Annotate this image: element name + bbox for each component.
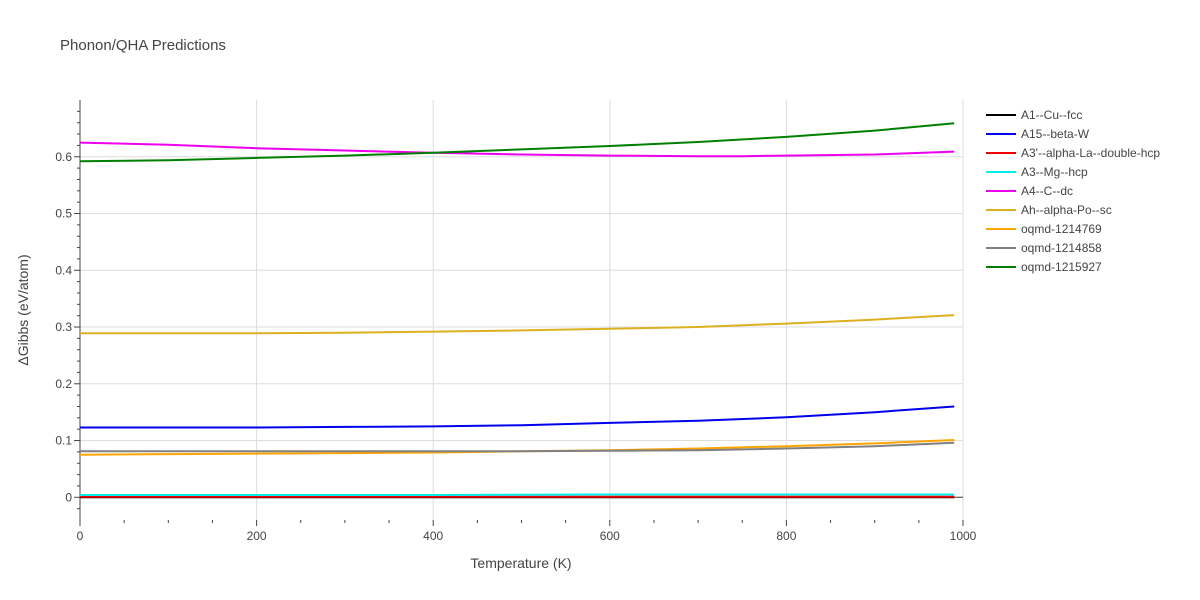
legend-label: A4--C--dc — [1021, 184, 1073, 198]
legend-item[interactable]: A3--Mg--hcp — [986, 165, 1088, 179]
y-axis-title: ΔGibbs (eV/atom) — [15, 254, 31, 365]
legend-item[interactable]: A1--Cu--fcc — [986, 108, 1082, 122]
legend-label: A1--Cu--fcc — [1021, 108, 1082, 122]
series-line-Ah--alpha-Po--sc — [80, 314, 955, 335]
legend-item[interactable]: oqmd-1214769 — [986, 222, 1102, 236]
x-tick-label: 200 — [247, 529, 267, 543]
legend-label: Ah--alpha-Po--sc — [1021, 203, 1112, 217]
legend: A1--Cu--fcc A15--beta-W A3'--alpha-La--dou… — [986, 108, 1160, 274]
legend-item[interactable]: oqmd-1215927 — [986, 260, 1102, 274]
y-tick-label: 0.4 — [55, 263, 72, 277]
legend-label: A15--beta-W — [1021, 127, 1090, 141]
legend-item[interactable]: Ah--alpha-Po--sc — [986, 203, 1112, 217]
chart-title: Phonon/QHA Predictions — [60, 37, 226, 54]
legend-label: oqmd-1215927 — [1021, 260, 1102, 274]
series-line-oqmd-1214858 — [80, 441, 955, 453]
x-tick-label: 800 — [776, 529, 796, 543]
x-tick-label: 600 — [600, 529, 620, 543]
grid — [80, 100, 964, 520]
legend-item[interactable]: A15--beta-W — [986, 127, 1090, 141]
y-tick-label: 0.5 — [55, 207, 72, 221]
legend-label: oqmd-1214858 — [1021, 241, 1102, 255]
plot-area — [79, 122, 955, 499]
series-line-oqmd-1215927 — [79, 122, 955, 163]
x-axis-title: Temperature (K) — [470, 555, 571, 571]
legend-label: A3'--alpha-La--double-hcp — [1021, 146, 1160, 160]
series-line-A4--C--dc — [79, 141, 955, 158]
legend-label: A3--Mg--hcp — [1021, 165, 1088, 179]
y-tick-label: 0 — [65, 490, 72, 504]
x-tick-label: 400 — [423, 529, 443, 543]
legend-item[interactable]: A3'--alpha-La--double-hcp — [986, 146, 1160, 160]
legend-label: oqmd-1214769 — [1021, 222, 1102, 236]
series-line-A3--Mg--hcp — [80, 493, 955, 496]
y-tick-label: 0.1 — [55, 434, 72, 448]
legend-item[interactable]: A4--C--dc — [986, 184, 1073, 198]
x-tick-label: 1000 — [950, 529, 977, 543]
series-line-A15--beta-W — [80, 405, 955, 429]
y-tick-label: 0.2 — [55, 377, 72, 391]
axes: 0 200 400 600 800 1000 0 0.1 0.2 0.3 0.4 0.5 0.6 — [55, 100, 977, 543]
y-tick-label: 0.6 — [55, 150, 72, 164]
legend-item[interactable]: oqmd-1214858 — [986, 241, 1102, 255]
x-tick-label: 0 — [77, 529, 84, 543]
y-tick-label: 0.3 — [55, 320, 72, 334]
